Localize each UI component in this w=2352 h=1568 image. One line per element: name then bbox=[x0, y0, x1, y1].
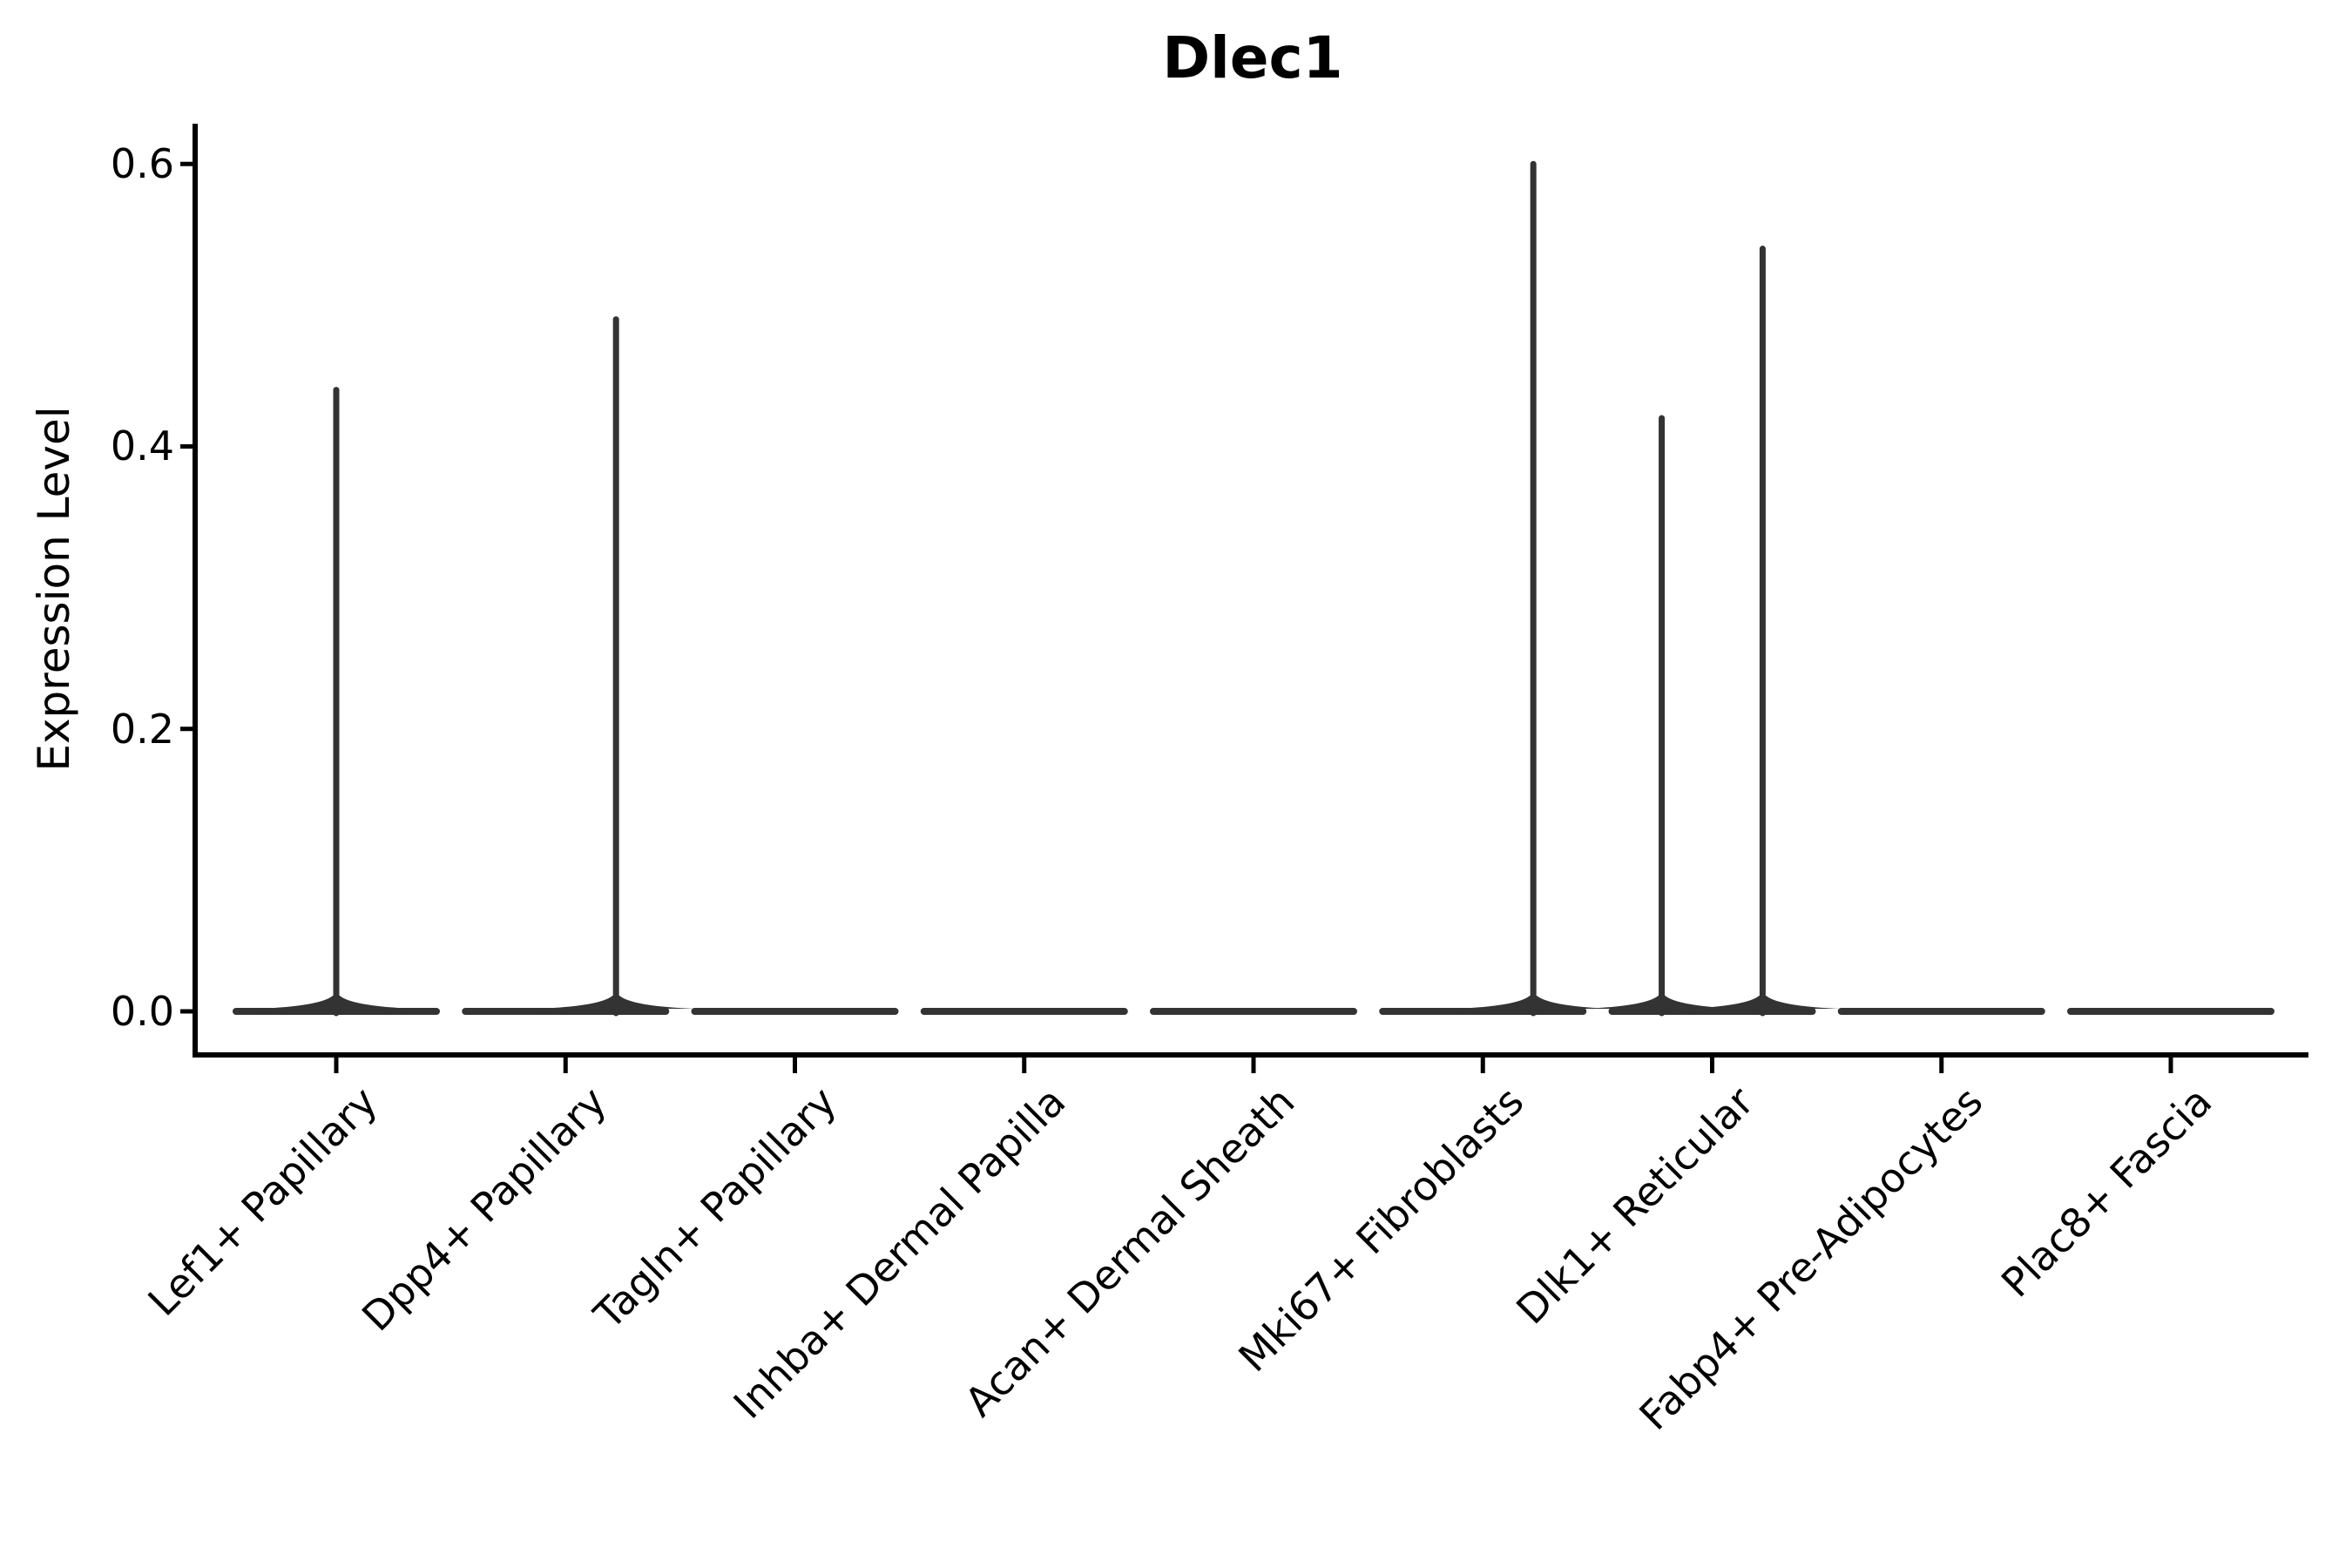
x-tick-mark bbox=[563, 1058, 568, 1073]
y-tick-mark bbox=[180, 727, 193, 732]
violin-body bbox=[1150, 1008, 1357, 1015]
x-tick-mark bbox=[1480, 1058, 1485, 1073]
y-tick-label: 0.4 bbox=[110, 422, 174, 470]
violin-body bbox=[2067, 1008, 2274, 1015]
violin-spike-base bbox=[1583, 996, 1740, 1009]
violin-body bbox=[691, 1008, 899, 1015]
violin-body bbox=[920, 1008, 1128, 1015]
x-tick-mark bbox=[1251, 1058, 1256, 1073]
y-tick-mark bbox=[180, 443, 193, 449]
x-tick-mark bbox=[334, 1058, 339, 1073]
violin-body bbox=[462, 1008, 670, 1015]
violin-spike-base bbox=[537, 996, 695, 1009]
violin-spike-base bbox=[1684, 996, 1842, 1009]
x-tick-mark bbox=[2168, 1058, 2173, 1073]
x-tick-mark bbox=[793, 1058, 797, 1073]
violin-body bbox=[1379, 1008, 1587, 1015]
x-axis-spine bbox=[193, 1052, 2308, 1058]
violin-body bbox=[1608, 1008, 1816, 1015]
chart-title: Dlec1 bbox=[1162, 24, 1343, 91]
y-tick-label: 0.6 bbox=[110, 140, 174, 188]
y-tick-mark bbox=[180, 161, 193, 166]
x-tick-mark bbox=[1939, 1058, 1944, 1073]
y-tick-label: 0.0 bbox=[110, 988, 174, 1035]
y-tick-mark bbox=[180, 1009, 193, 1014]
violin-spike-base bbox=[1455, 996, 1612, 1009]
x-tick-mark bbox=[1022, 1058, 1027, 1073]
x-tick-mark bbox=[1710, 1058, 1714, 1073]
y-tick-label: 0.2 bbox=[110, 705, 174, 753]
y-axis-spine bbox=[193, 124, 198, 1058]
violin-spike-base bbox=[258, 996, 415, 1009]
violin-body bbox=[1837, 1008, 2045, 1015]
